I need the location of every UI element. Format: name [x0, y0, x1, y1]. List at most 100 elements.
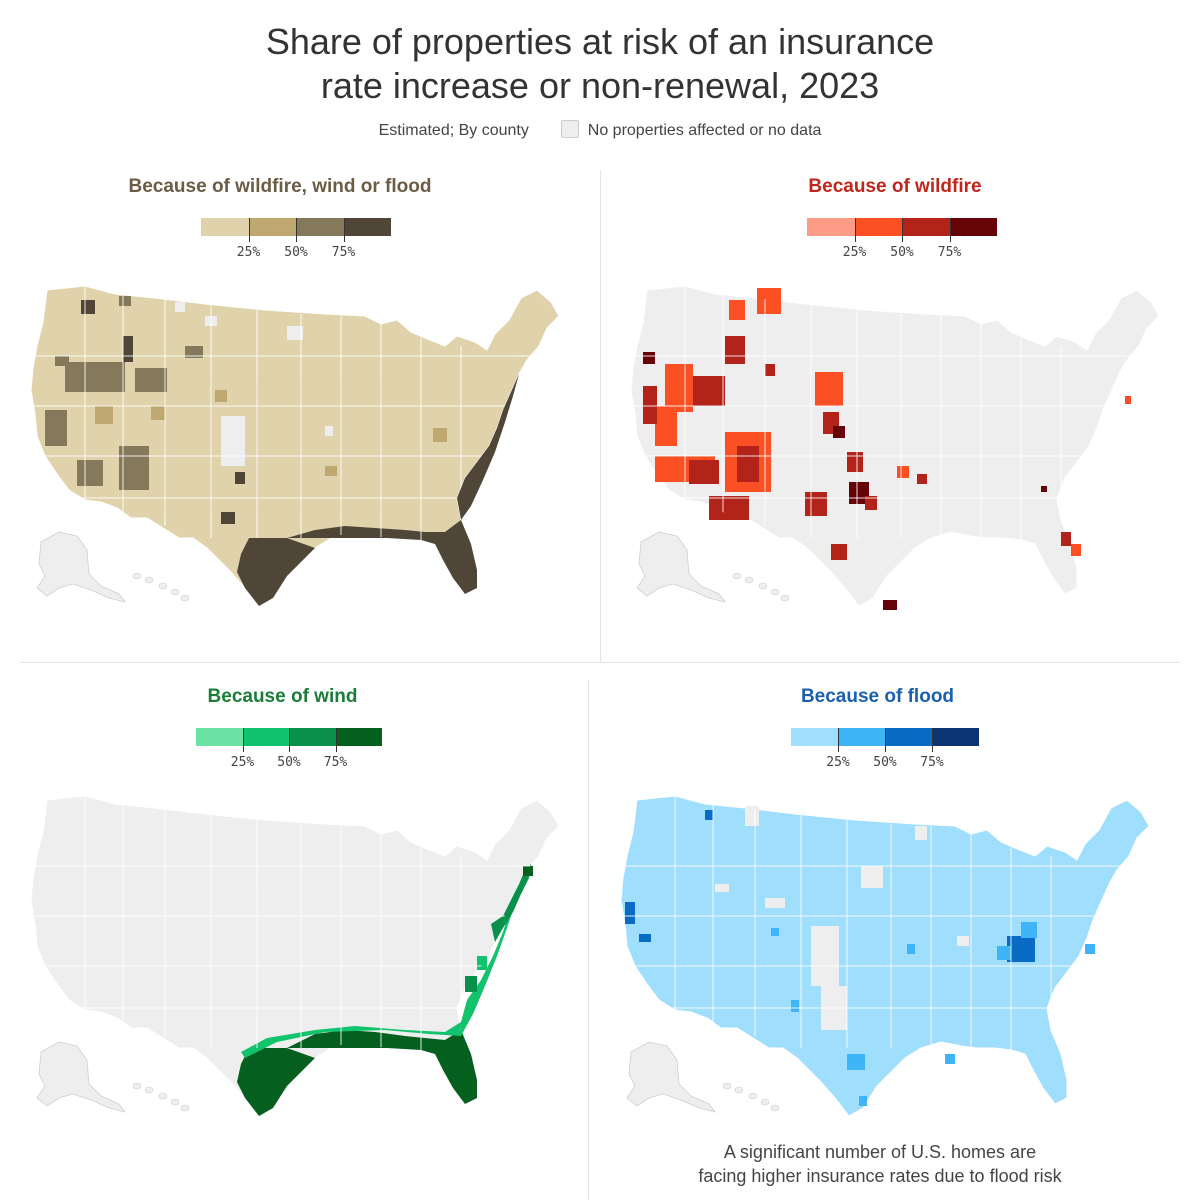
panel-title-flood: Because of flood [800, 686, 955, 707]
legend-swatch [902, 218, 950, 236]
legend-tick-label: 25% [826, 755, 850, 770]
subtitle: Estimated; By county [378, 122, 529, 139]
map-risk-county [625, 902, 635, 924]
map-hawaii-island [722, 1082, 732, 1090]
map-risk-county [655, 406, 677, 446]
legend-bar [791, 728, 979, 746]
legend-combined: 25% 50% 75% [201, 218, 391, 278]
legend-swatch [838, 728, 885, 746]
map-alaska [36, 1041, 126, 1113]
map-risk-county [883, 600, 897, 610]
nodata-label: No properties affected or no data [587, 122, 822, 139]
map-risk-region [287, 520, 477, 594]
map-no-data-area [175, 302, 185, 312]
map-risk-county [65, 362, 125, 392]
legend-swatch [854, 218, 902, 236]
legend-bar [196, 728, 382, 746]
map-risk-county [705, 810, 713, 820]
map-risk-region [491, 864, 531, 942]
legend-tick-line [242, 728, 244, 752]
caption-line-1: A significant number of U.S. homes are [723, 1142, 1037, 1162]
map-no-data-area [325, 426, 333, 436]
map-conus [630, 285, 1160, 607]
map-risk-region [237, 538, 315, 606]
map-hawaii-island [158, 582, 168, 590]
panel-combined: Because of wildfire, wind or flood 25% 50… [0, 176, 580, 676]
caption-line-2: facing higher insurance rates due to flo… [698, 1166, 1062, 1186]
legend-tick-label: 75% [323, 755, 348, 770]
legend-swatch [885, 728, 932, 746]
map-risk-county [81, 300, 95, 314]
map-risk-county [917, 474, 927, 484]
chart-title: Share of properties at risk of an insura… [0, 20, 1200, 108]
map-no-data-area [745, 806, 759, 826]
legend-tick-line [854, 218, 856, 242]
map-risk-county [1041, 486, 1047, 492]
map-hawaii-island [170, 588, 180, 596]
map-risk-county [325, 466, 337, 476]
map-risk-county [665, 364, 693, 412]
legend-tick-line [932, 728, 933, 752]
map-risk-county [123, 336, 133, 362]
title-line-1: Share of properties at risk of an insura… [265, 21, 935, 62]
map-no-data-area [765, 898, 785, 908]
legend-swatch [196, 728, 243, 746]
map-risk-county [815, 372, 843, 406]
legend-tick-line [838, 728, 839, 752]
map-risk-county [95, 406, 113, 424]
legend-tick-label: 25% [236, 245, 261, 260]
map-risk-county [465, 976, 477, 992]
legend-tick-label: 25% [230, 755, 255, 770]
legend-bar [201, 218, 391, 236]
map-hawaii-island [144, 1086, 154, 1094]
legend-tick-line [949, 218, 951, 242]
legend-tick-line [335, 728, 337, 752]
legend-swatch [289, 728, 336, 746]
map-risk-county [725, 336, 745, 364]
legend-tick-label: 50% [873, 755, 897, 770]
map-risk-county [235, 472, 245, 484]
map-wind [30, 795, 560, 1117]
map-risk-region [237, 1048, 315, 1116]
map-risk-county [1071, 544, 1081, 556]
map-risk-county [765, 364, 775, 376]
map-no-data-area [715, 884, 729, 892]
map-risk-county [729, 300, 745, 320]
legend-swatch [296, 218, 344, 236]
map-risk-county [859, 1096, 867, 1106]
map-risk-county [119, 446, 149, 490]
map-risk-county [1125, 396, 1131, 404]
map-hawaii-island [158, 1092, 168, 1100]
map-alaska [36, 531, 126, 603]
panel-title-wildfire: Because of wildfire [808, 176, 982, 197]
map-hawaii-island [744, 576, 754, 584]
map-risk-region [287, 1030, 477, 1104]
map-hawaii-island [732, 572, 742, 580]
legend-tick-line [296, 218, 297, 242]
map-risk-county [185, 346, 203, 358]
panel-title-combined: Because of wildfire, wind or flood [128, 176, 432, 197]
map-risk-county [847, 1054, 865, 1070]
map-no-data-area [287, 326, 303, 340]
state-borders [31, 286, 559, 540]
legend-swatch [343, 218, 391, 236]
map-risk-county [221, 512, 235, 524]
map-hawaii-island [170, 1098, 180, 1106]
title-line-2: rate increase or non-renewal, 2023 [320, 65, 880, 106]
map-risk-county [643, 352, 655, 364]
legend-tick-line [885, 728, 886, 752]
subtitle-row: Estimated; By county No properties affec… [0, 120, 1200, 140]
legend-swatch [335, 728, 382, 746]
legend-tick-line [289, 728, 290, 752]
map-no-data-area [861, 866, 883, 888]
map-hawaii-island [780, 594, 790, 602]
map-risk-county [433, 428, 447, 442]
map-risk-county [77, 460, 103, 486]
panel-title-wind: Because of wind [207, 686, 358, 707]
legend-swatch [248, 218, 296, 236]
map-wildfire [630, 285, 1160, 610]
panel-wildfire: Because of wildfire 25% 50% 75% [610, 176, 1190, 676]
legend-ticks: 25% 50% 75% [196, 728, 382, 774]
map-hawaii-island [770, 1104, 780, 1112]
map-risk-county [771, 928, 779, 936]
